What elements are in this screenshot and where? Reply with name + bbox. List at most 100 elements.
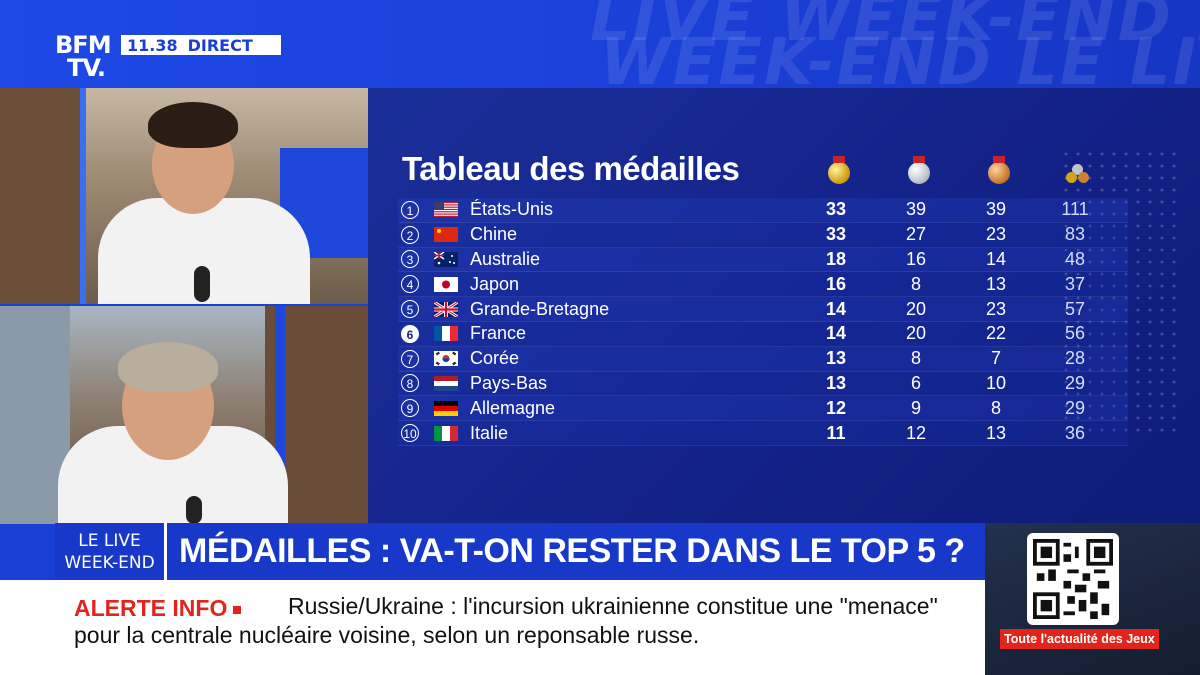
table-row: 9 Allemagne 12 9 8 29	[398, 396, 1128, 422]
country-name: Australie	[470, 248, 541, 269]
bronze-count: 22	[985, 323, 1007, 344]
total-count: 56	[1064, 323, 1086, 344]
total-count: 48	[1064, 248, 1086, 269]
germany-flag-icon	[434, 400, 458, 416]
gold-count: 13	[825, 372, 847, 393]
gold-count: 12	[825, 397, 847, 418]
microphone-bottom	[186, 496, 202, 524]
silver-count: 8	[910, 273, 921, 294]
table-row: 3 Australie 18 16 14 48	[398, 247, 1128, 273]
gold-count: 33	[825, 224, 847, 245]
bronze-count: 7	[990, 348, 1001, 369]
table-row: 10 Italie 11 12 13 36	[398, 421, 1128, 446]
bronze-count: 13	[985, 422, 1007, 443]
top-background-band: LIVE WEEK-END LE LIVE WEEK-END WEEK-END …	[0, 0, 1200, 88]
country-name: Chine	[470, 224, 518, 245]
table-row: 6 France 14 20 22 56	[398, 321, 1128, 347]
total-medals-icon	[1066, 162, 1090, 184]
table-row: 8 Pays-Bas 13 6 10 29	[398, 371, 1128, 397]
rank-badge: 1	[401, 200, 419, 219]
alert-label-text: ALERTE INFO	[74, 595, 228, 621]
silver-count: 8	[910, 348, 921, 369]
clock-time: 11.38	[127, 35, 178, 55]
promo-panel: Toute l'actualité des Jeux	[985, 523, 1200, 675]
bronze-count: 14	[985, 248, 1007, 269]
total-count: 83	[1064, 224, 1086, 245]
alert-text: Russie/Ukraine : l'incursion ukrainienne…	[74, 593, 938, 648]
gold-count: 14	[825, 323, 847, 344]
gold-count: 33	[825, 199, 847, 220]
silver-count: 20	[905, 323, 927, 344]
total-count: 29	[1064, 397, 1086, 418]
show-tag-line1: LE LIVE	[78, 530, 141, 551]
silver-count: 9	[910, 397, 921, 418]
headline-text: MÉDAILLES : VA-T-ON RESTER DANS LE TOP 5…	[179, 532, 965, 570]
microphone-top	[194, 266, 210, 302]
live-status: DIRECT	[187, 35, 253, 55]
logo-line1: BFM	[55, 31, 112, 59]
rank-badge: 8	[401, 374, 419, 393]
silver-count: 16	[905, 248, 927, 269]
camera-feed-bottom	[0, 306, 368, 524]
gold-count: 11	[826, 422, 846, 443]
country-name: Allemagne	[470, 397, 556, 418]
total-count: 28	[1064, 348, 1086, 369]
rank-badge: 4	[401, 275, 419, 294]
channel-logo: BFM TV.	[55, 31, 117, 84]
alert-ticker: Russie/Ukraine : l'incursion ukrainienne…	[0, 580, 985, 675]
gold-count: 14	[825, 298, 847, 319]
australia-flag-icon	[434, 251, 458, 267]
rank-badge: 10	[401, 424, 419, 443]
netherlands-flag-icon	[434, 375, 458, 391]
table-row: 7 Corée 13 8 7 28	[398, 346, 1128, 372]
total-count: 29	[1064, 372, 1086, 393]
china-flag-icon	[434, 227, 458, 243]
background-watermark-line1: LIVE WEEK-END LE LIVE WEEK-END	[590, 0, 1200, 56]
qr-code-icon[interactable]	[1027, 533, 1119, 625]
logo-line2: TV.	[67, 54, 106, 82]
italy-flag-icon	[434, 425, 458, 441]
silver-count: 39	[905, 199, 927, 220]
total-count: 36	[1064, 422, 1086, 443]
rank-badge: 9	[401, 399, 419, 418]
usa-flag-icon	[434, 202, 458, 218]
gold-medal-icon	[828, 156, 850, 184]
total-count: 37	[1064, 273, 1086, 294]
qr-code-graphic	[1033, 539, 1113, 619]
rank-badge: 3	[401, 250, 419, 269]
bronze-count: 10	[985, 372, 1007, 393]
silver-count: 27	[905, 224, 927, 245]
gold-count: 18	[825, 248, 847, 269]
table-row: 1 États-Unis 33 39 39 111	[398, 198, 1128, 223]
country-name: États-Unis	[470, 199, 554, 220]
bronze-count: 8	[990, 397, 1001, 418]
medal-table-rows: 1 États-Unis 33 39 39 111 2 Chine 33 27 23 83 3 Austr…	[398, 198, 1128, 446]
bronze-count: 39	[985, 199, 1007, 220]
medal-table-panel: Tableau des médailles 1 États-Unis 33 39 39 1…	[368, 88, 1200, 524]
rank-badge: 6	[401, 324, 419, 343]
table-row: 5 Grande-Bretagne 14 20 23 57	[398, 297, 1128, 322]
background-watermark-line2: WEEK-END LE LIVE WEEK-END	[600, 26, 1200, 88]
silver-count: 6	[910, 372, 921, 393]
promo-label[interactable]: Toute l'actualité des Jeux	[1000, 629, 1159, 649]
bronze-medal-icon	[988, 156, 1010, 184]
rank-badge: 2	[401, 225, 419, 244]
korea-flag-icon	[434, 351, 458, 367]
gold-count: 16	[825, 273, 847, 294]
alert-label: ALERTE INFO	[74, 595, 242, 622]
country-name: Italie	[470, 422, 509, 443]
table-row: 2 Chine 33 27 23 83	[398, 222, 1128, 248]
silver-count: 20	[905, 298, 927, 319]
country-name: France	[470, 323, 527, 344]
decorative-dot-pattern	[1060, 148, 1180, 438]
rank-badge: 7	[401, 349, 419, 368]
headline-bar: LE LIVE WEEK-END MÉDAILLES : VA-T-ON RES…	[55, 523, 985, 580]
alert-square-icon	[233, 605, 242, 614]
table-row: 4 Japon 16 8 13 37	[398, 272, 1128, 298]
show-tag: LE LIVE WEEK-END	[55, 523, 167, 580]
country-name: Japon	[470, 273, 520, 294]
bronze-count: 23	[985, 224, 1007, 245]
medal-table-title: Tableau des médailles	[402, 150, 740, 187]
total-count: 111	[1061, 199, 1089, 220]
silver-count: 12	[905, 422, 927, 443]
